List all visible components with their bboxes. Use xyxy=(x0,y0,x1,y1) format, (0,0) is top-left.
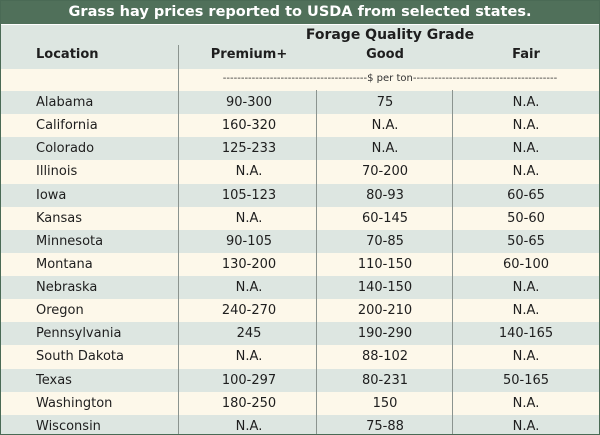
good-price-cell: 88-102 xyxy=(361,349,409,365)
good-price-cell: 60-145 xyxy=(361,210,409,226)
good-price-cell: 75-88 xyxy=(366,418,404,434)
title-divider xyxy=(1,24,599,25)
good-price-cell: 150 xyxy=(372,395,398,411)
good-price-cell: N.A. xyxy=(371,141,399,157)
location-cell: Kansas xyxy=(36,210,83,226)
fair-price-cell: N.A. xyxy=(512,395,540,411)
fair-price-cell: 50-165 xyxy=(502,372,550,388)
location-cell: Colorado xyxy=(36,141,95,157)
fair-price-cell: N.A. xyxy=(512,118,540,134)
location-cell: Pennsylvania xyxy=(36,326,122,342)
good-price-cell: 140-150 xyxy=(357,280,413,295)
good-price-cell: 70-85 xyxy=(366,233,404,249)
column-divider-good xyxy=(452,90,453,434)
table-row: Nebraska N.A. 140-150 N.A. xyxy=(1,276,599,300)
fair-price-cell: 60-65 xyxy=(507,187,545,203)
location-cell: Washington xyxy=(36,395,113,411)
good-column-header: Good xyxy=(366,47,404,62)
good-price-cell: N.A. xyxy=(371,118,399,134)
table-row: Alabama 90-300 75 N.A. xyxy=(1,91,599,115)
location-cell: Iowa xyxy=(36,187,67,203)
good-price-cell: 70-200 xyxy=(361,164,409,180)
location-cell: Montana xyxy=(36,256,93,272)
good-price-cell: 80-93 xyxy=(366,187,404,203)
table-row: Oregon 240-270 200-210 N.A. xyxy=(1,299,599,323)
location-cell: Alabama xyxy=(36,95,94,110)
fair-price-cell: 50-60 xyxy=(507,210,545,226)
column-divider-premium xyxy=(316,90,317,434)
table-row: Kansas N.A. 60-145 50-60 xyxy=(1,206,599,230)
table-row: Texas 100-297 80-231 50-165 xyxy=(1,368,599,392)
premium-price-cell: 180-250 xyxy=(221,395,277,411)
fair-price-cell: N.A. xyxy=(512,280,540,295)
table-row: California 160-320 N.A. N.A. xyxy=(1,114,599,138)
table-row: Minnesota 90-105 70-85 50-65 xyxy=(1,229,599,253)
table-row: South Dakota N.A. 88-102 N.A. xyxy=(1,345,599,369)
column-divider-location xyxy=(178,45,179,434)
location-cell: Texas xyxy=(36,372,72,388)
premium-price-cell: 240-270 xyxy=(221,303,277,319)
premium-price-cell: 130-200 xyxy=(221,256,277,272)
premium-price-cell: N.A. xyxy=(235,349,263,365)
location-cell: Illinois xyxy=(36,164,78,180)
fair-column-header: Fair xyxy=(512,47,540,62)
fair-price-cell: 140-165 xyxy=(498,326,554,342)
table-row: Iowa 105-123 80-93 60-65 xyxy=(1,183,599,207)
premium-price-cell: N.A. xyxy=(235,210,263,226)
fair-price-cell: 60-100 xyxy=(502,256,550,272)
units-row: ----------------------------------------… xyxy=(1,69,599,91)
premium-price-cell: 105-123 xyxy=(221,187,277,203)
good-price-cell: 190-290 xyxy=(357,326,413,342)
fair-price-cell: 50-65 xyxy=(507,233,545,249)
fair-price-cell: N.A. xyxy=(512,164,540,180)
premium-column-header: Premium+ xyxy=(210,47,288,62)
fair-price-cell: N.A. xyxy=(512,95,540,110)
premium-price-cell: 90-105 xyxy=(225,233,273,249)
location-cell: South Dakota xyxy=(36,349,124,365)
table-header: Forage Quality Grade Location Premium+ G… xyxy=(1,25,599,69)
fair-price-cell: N.A. xyxy=(512,349,540,365)
table-row: Washington 180-250 150 N.A. xyxy=(1,391,599,415)
good-price-cell: 200-210 xyxy=(357,303,413,319)
premium-price-cell: 100-297 xyxy=(221,372,277,388)
fair-price-cell: N.A. xyxy=(512,303,540,319)
table-title: Grass hay prices reported to USDA from s… xyxy=(1,1,599,24)
location-column-header: Location xyxy=(36,47,99,62)
location-cell: Wisconsin xyxy=(36,418,101,434)
fair-price-cell: N.A. xyxy=(512,418,540,434)
table-row: Montana 130-200 110-150 60-100 xyxy=(1,252,599,276)
good-price-cell: 80-231 xyxy=(361,372,409,388)
table-row: Illinois N.A. 70-200 N.A. xyxy=(1,160,599,184)
location-cell: Minnesota xyxy=(36,233,104,249)
location-cell: California xyxy=(36,118,98,134)
premium-price-cell: 125-233 xyxy=(221,141,277,157)
table-row: Colorado 125-233 N.A. N.A. xyxy=(1,137,599,161)
premium-price-cell: N.A. xyxy=(235,418,263,434)
premium-price-cell: 90-300 xyxy=(225,95,273,110)
premium-price-cell: N.A. xyxy=(235,280,263,295)
premium-price-cell: 160-320 xyxy=(221,118,277,134)
units-label: ----------------------------------------… xyxy=(222,73,558,84)
premium-price-cell: 245 xyxy=(236,326,262,342)
fair-price-cell: N.A. xyxy=(512,141,540,157)
location-cell: Oregon xyxy=(36,303,84,319)
forage-quality-grade-heading: Forage Quality Grade xyxy=(305,27,475,43)
good-price-cell: 110-150 xyxy=(357,256,413,272)
table-row: Wisconsin N.A. 75-88 N.A. xyxy=(1,414,599,434)
good-price-cell: 75 xyxy=(376,95,394,110)
table-row: Pennsylvania 245 190-290 140-165 xyxy=(1,322,599,346)
location-cell: Nebraska xyxy=(36,280,98,295)
table-body: Alabama 90-300 75 N.A. California 160-320 N.A.… xyxy=(1,91,599,434)
premium-price-cell: N.A. xyxy=(235,164,263,180)
